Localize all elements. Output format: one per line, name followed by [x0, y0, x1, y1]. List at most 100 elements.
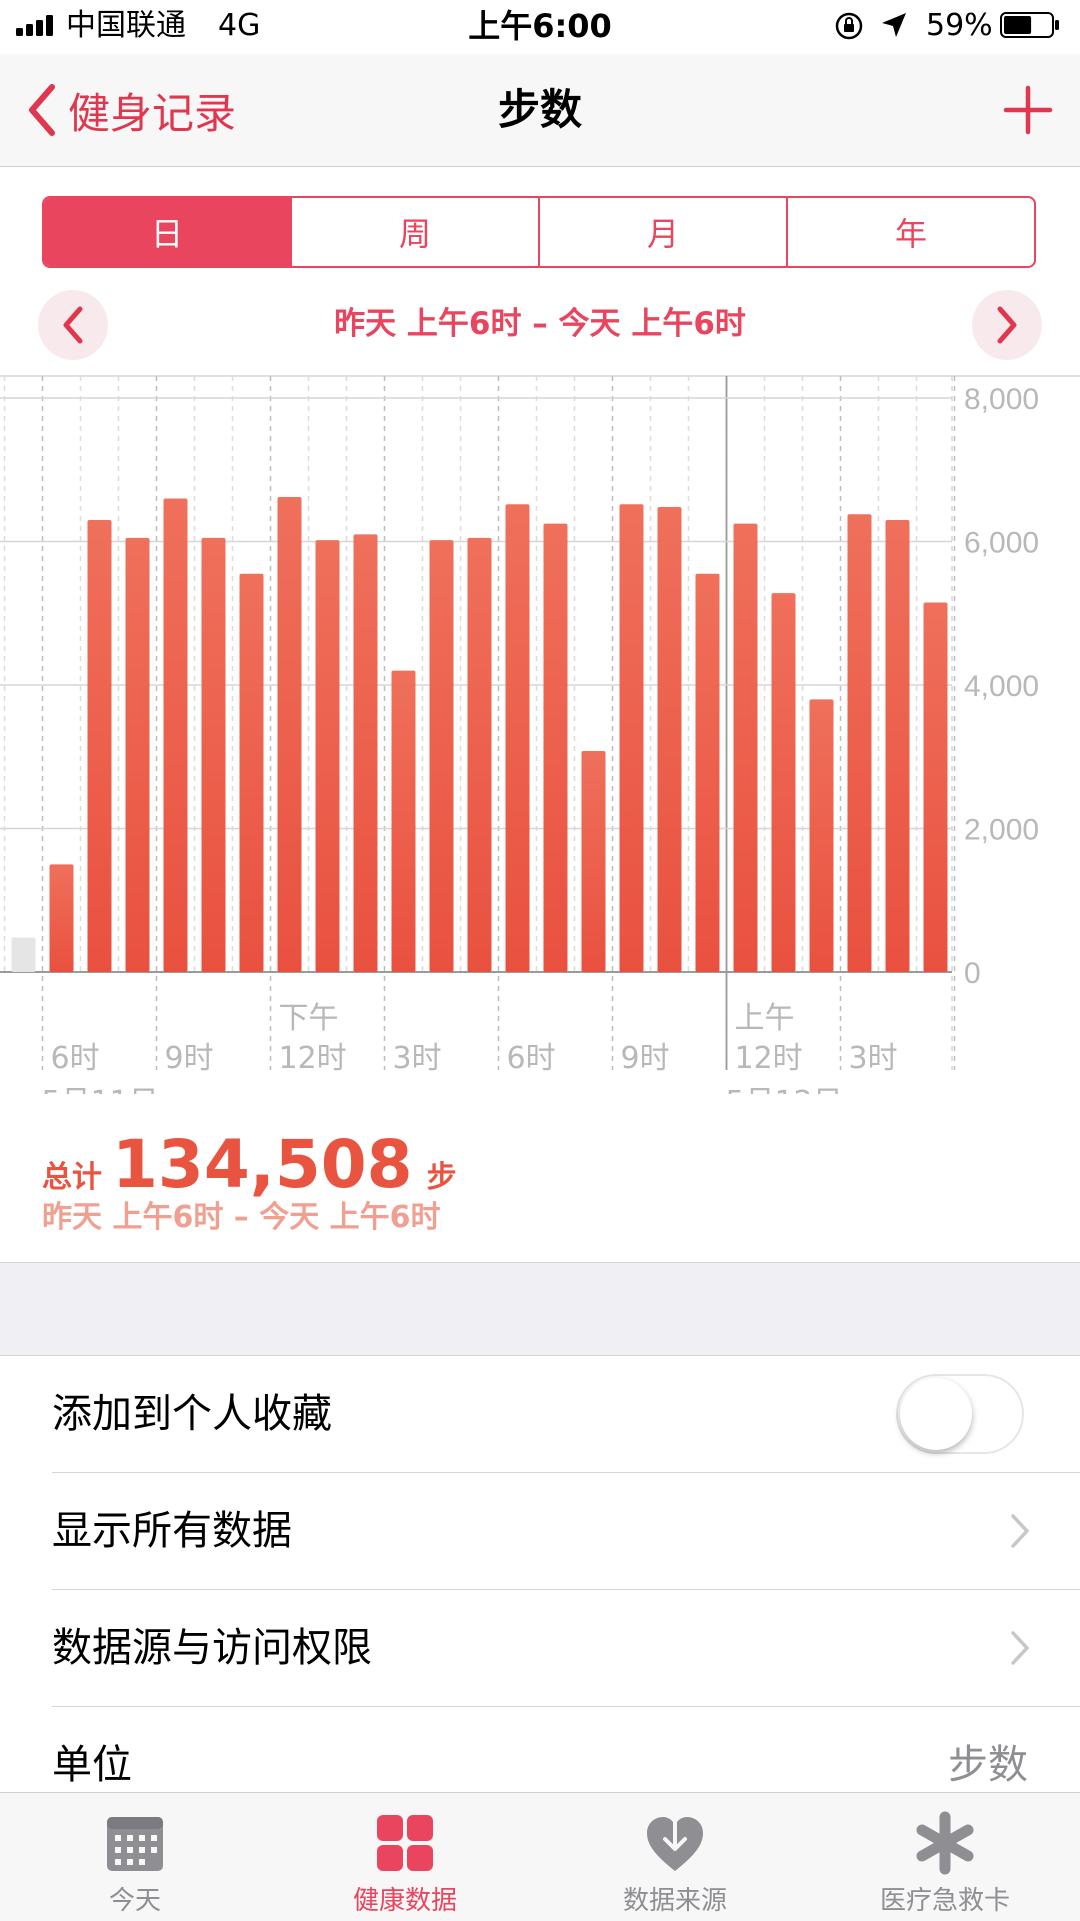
chevron-left-icon: [29, 84, 55, 136]
tab-health-data-label: 健康数据: [352, 1886, 457, 1916]
total-steps-value: 134,508: [112, 1126, 413, 1203]
chart-bar: [695, 573, 720, 972]
total-unit: 步: [426, 1160, 457, 1195]
x-hour-label: 12时: [735, 1041, 803, 1076]
period-segmented-control: 日 周 月 年: [42, 196, 1036, 268]
data-sources-label: 数据源与访问权限: [52, 1625, 372, 1671]
row-separator: [52, 1472, 1080, 1473]
row-separator: [52, 1589, 1080, 1590]
chart-bar: [923, 602, 948, 972]
unit-value: 步数: [948, 1742, 1028, 1788]
steps-bar-chart[interactable]: 8,000 6,000 4,000 2,000 0 6时 9时 下午 12时 3时 6时 9时 上午 12…: [0, 374, 1080, 1094]
chart-bar: [49, 864, 74, 972]
chart-bar: [467, 537, 492, 972]
add-icon[interactable]: [1002, 84, 1054, 136]
chart-bar: [239, 573, 264, 972]
back-label: 健身记录: [68, 88, 237, 138]
network-type: 4G: [218, 8, 261, 43]
x-date-label: 5月11日: [42, 1085, 159, 1094]
chart-bar: [657, 507, 682, 972]
total-summary: 总计 134,508 步: [42, 1126, 457, 1204]
toggle-knob: [900, 1378, 972, 1450]
x-hour-label: 9时: [621, 1041, 670, 1076]
favorites-toggle[interactable]: [896, 1374, 1024, 1454]
x-hour-label: 6时: [51, 1041, 100, 1076]
chevron-left-icon: [63, 306, 83, 344]
total-prefix: 总计: [42, 1160, 102, 1195]
navigation-bar: 健身记录 步数: [0, 54, 1080, 167]
add-to-favorites-row: 添加到个人收藏: [0, 1356, 1080, 1473]
tab-today-label: 今天: [108, 1886, 161, 1916]
next-range-button[interactable]: [972, 290, 1042, 360]
total-range-label: 昨天 上午6时 – 今天 上午6时: [42, 1200, 441, 1235]
x-period-label: 下午: [279, 1001, 339, 1036]
chart-canvas: 8,000 6,000 4,000 2,000 0 6时 9时 下午 12时 3时 6时 9时 上午 12…: [0, 375, 1080, 1094]
date-range-label: 昨天 上午6时 – 今天 上午6时: [334, 306, 746, 342]
show-all-data-label: 显示所有数据: [52, 1508, 292, 1554]
battery-icon: [1000, 12, 1059, 38]
battery-percent: 59%: [926, 8, 993, 43]
data-sources-row[interactable]: 数据源与访问权限: [0, 1590, 1080, 1707]
chart-bar: [771, 593, 796, 972]
x-period-label: 上午: [735, 1001, 795, 1036]
chart-bar: [163, 498, 188, 972]
y-tick-label: 0: [964, 957, 981, 990]
chart-bar: [733, 523, 758, 972]
segment-year[interactable]: 年: [786, 198, 1034, 266]
section-gap: [0, 1263, 1080, 1356]
chart-bar: [125, 537, 150, 972]
signal-icon: [16, 14, 58, 36]
status-bar: 中国联通 4G 上午6:00 59%: [0, 0, 1080, 54]
carrier-name: 中国联通: [66, 8, 186, 43]
back-button[interactable]: 健身记录: [26, 82, 236, 138]
rotation-lock-icon: [835, 12, 863, 40]
chevron-right-icon: [1011, 1631, 1029, 1665]
chevron-right-icon: [997, 306, 1017, 344]
tab-health-data[interactable]: 健康数据: [270, 1793, 540, 1921]
section-divider: [0, 1262, 1080, 1263]
chart-bar: [543, 523, 568, 972]
chart-bar: [201, 537, 226, 972]
page-title: 步数: [497, 85, 582, 134]
previous-range-button[interactable]: [38, 290, 108, 360]
asterisk-icon: [916, 1811, 974, 1875]
segment-day[interactable]: 日: [44, 198, 290, 266]
segment-week[interactable]: 周: [290, 198, 538, 266]
tab-medical-id[interactable]: 医疗急救卡: [810, 1793, 1080, 1921]
y-tick-label: 8,000: [964, 383, 1039, 416]
y-tick-label: 6,000: [964, 527, 1039, 560]
unit-label: 单位: [52, 1742, 132, 1788]
chart-bar: [505, 504, 530, 972]
chart-bar: [353, 534, 378, 972]
chart-bar-inactive: [11, 937, 36, 972]
chart-bar: [315, 540, 340, 972]
add-to-favorites-label: 添加到个人收藏: [52, 1391, 332, 1437]
show-all-data-row[interactable]: 显示所有数据: [0, 1473, 1080, 1590]
tab-bar: 今天 健康数据 数据来源 医疗急救卡: [0, 1792, 1080, 1921]
x-hour-label: 3时: [849, 1041, 898, 1076]
chart-bar: [619, 504, 644, 972]
tab-sources[interactable]: 数据来源: [540, 1793, 810, 1921]
calendar-icon: [107, 1817, 163, 1871]
chart-bar: [391, 670, 416, 972]
tab-today[interactable]: 今天: [0, 1793, 270, 1921]
location-arrow-icon: [882, 13, 906, 37]
y-tick-label: 4,000: [964, 670, 1039, 703]
y-tick-label: 2,000: [964, 814, 1039, 847]
chart-bar: [87, 519, 112, 972]
tab-sources-label: 数据来源: [622, 1886, 727, 1916]
unit-row[interactable]: 单位 步数: [0, 1707, 1080, 1824]
grid-icon: [377, 1815, 433, 1871]
heart-download-icon: [647, 1811, 703, 1871]
x-hour-label: 6时: [507, 1041, 556, 1076]
segment-month[interactable]: 月: [538, 198, 786, 266]
status-time: 上午6:00: [468, 7, 612, 45]
chevron-right-icon: [1011, 1514, 1029, 1548]
chart-bar: [277, 497, 302, 972]
chart-bar: [581, 751, 606, 972]
chart-bar: [429, 540, 454, 972]
x-hour-label: 12时: [279, 1041, 347, 1076]
chart-bar: [809, 699, 834, 972]
chart-bar: [885, 519, 910, 972]
row-separator: [52, 1706, 1080, 1707]
